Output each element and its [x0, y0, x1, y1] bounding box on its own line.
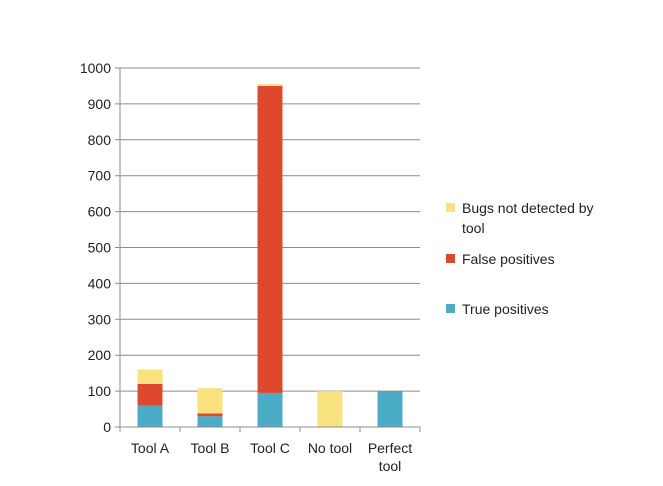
x-category-label: Tool B	[191, 440, 230, 456]
bar-segment	[137, 405, 163, 427]
y-tick-labels: 0 100 200 300 400 500 600 700 800 900 1000	[80, 60, 111, 435]
x-category-label: Tool A	[131, 440, 170, 456]
legend-label: tool	[462, 220, 485, 236]
bar-segment	[137, 383, 163, 406]
axes	[115, 68, 421, 432]
legend-item: False positives	[446, 249, 652, 269]
legend-label: Bugs not detected by	[462, 200, 594, 216]
y-tick-label: 0	[103, 419, 111, 435]
y-tick-label: 1000	[80, 60, 111, 76]
legend-item: True positives	[446, 299, 652, 319]
y-tick-label: 100	[88, 383, 112, 399]
y-tick-label: 600	[88, 204, 112, 220]
bars	[137, 84, 403, 427]
bar-segment	[257, 85, 283, 393]
legend-swatch	[446, 304, 455, 313]
legend-swatch	[446, 203, 455, 212]
bar-segment	[197, 388, 223, 414]
bar-segment	[257, 392, 283, 427]
bar-segment	[137, 369, 163, 384]
y-tick-label: 500	[88, 240, 112, 256]
legend-item: Bugs not detected by tool	[446, 198, 652, 238]
legend-swatch	[446, 254, 455, 263]
y-tick-label: 800	[88, 132, 112, 148]
x-category-label: Tool C	[250, 440, 290, 456]
y-tick-label: 900	[88, 96, 112, 112]
bar-segment	[197, 416, 223, 427]
y-tick-label: 400	[88, 275, 112, 291]
bar-segment	[317, 391, 343, 427]
bar-segment	[257, 84, 283, 86]
y-tick-label: 700	[88, 168, 112, 184]
x-category-label: Perfect tool	[368, 440, 412, 474]
legend-label: False positives	[462, 251, 555, 267]
bar-segment	[377, 391, 403, 427]
y-tick-label: 200	[88, 347, 112, 363]
x-category-label: No tool	[308, 440, 352, 456]
x-category-labels: Tool A Tool B Tool C No tool Perfect tool	[131, 440, 412, 474]
legend-label: True positives	[462, 301, 549, 317]
y-tick-label: 300	[88, 311, 112, 327]
bar-segment	[197, 413, 223, 417]
